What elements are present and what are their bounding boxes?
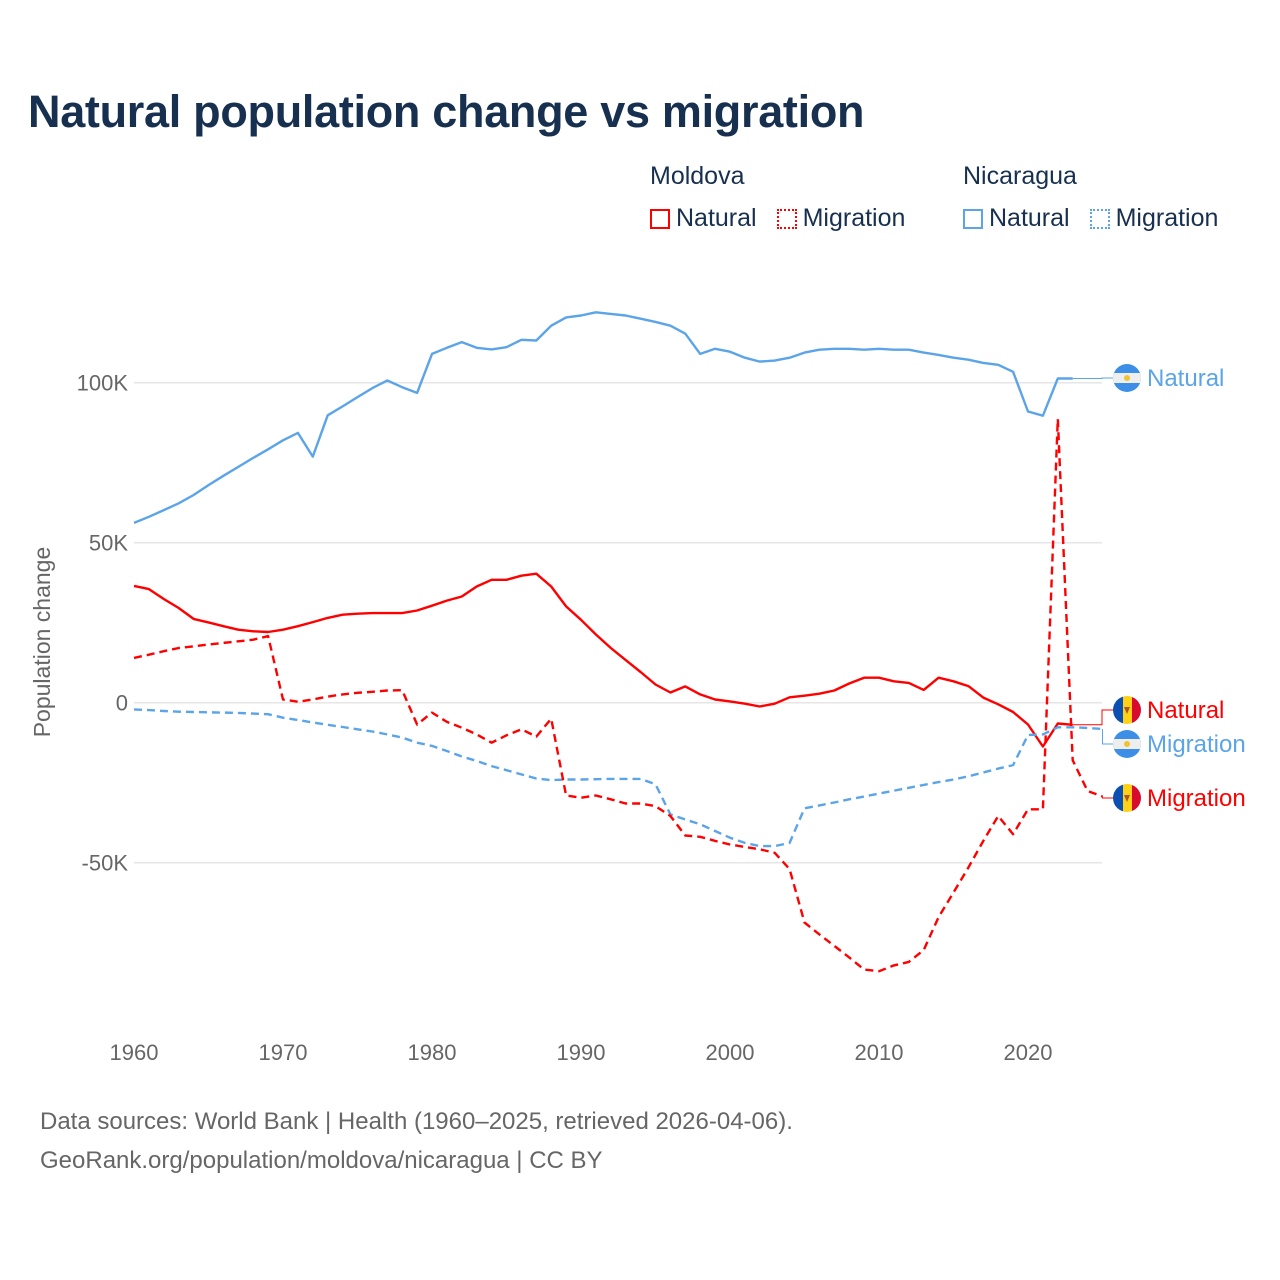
- y-tick-label: -50K: [82, 851, 129, 876]
- moldova-natural-line[interactable]: [133, 572, 1073, 748]
- legend-item-moldova-migration[interactable]: Migration: [776, 204, 906, 233]
- nicaragua-natural-line[interactable]: [133, 311, 1073, 525]
- nicaragua-natural-end-label: Natural: [1147, 365, 1224, 392]
- x-tick-label: 1990: [557, 1040, 606, 1065]
- legend-item-nicaragua-natural[interactable]: Natural: [963, 204, 1070, 233]
- moldova-migration-end-label: Migration: [1147, 785, 1246, 812]
- nicaragua-flag-icon: [1113, 730, 1141, 758]
- dotted-swatch-icon: [776, 208, 797, 229]
- x-tick-label: 2000: [706, 1040, 755, 1065]
- x-tick-label: 1980: [408, 1040, 457, 1065]
- legend-label: Natural: [989, 204, 1070, 232]
- nicaragua-flag-icon: [1113, 364, 1141, 392]
- footer-link[interactable]: GeoRank.org/population/moldova/nicaragua…: [40, 1147, 603, 1174]
- x-tick-label: 1960: [110, 1040, 159, 1065]
- moldova-natural-connector: [1072, 709, 1113, 726]
- chart-title: Natural population change vs migration: [28, 86, 865, 137]
- solid-swatch-icon: [963, 208, 983, 229]
- y-tick-label: 100K: [77, 371, 129, 396]
- solid-swatch-icon: [650, 208, 670, 229]
- y-axis-label: Population change: [29, 547, 55, 738]
- x-tick-label: 1970: [259, 1040, 308, 1065]
- moldova-natural-end-label: Natural: [1147, 697, 1224, 724]
- footer-sources: Data sources: World Bank | Health (1960–…: [40, 1108, 793, 1135]
- moldova-flag-icon: [1113, 784, 1141, 812]
- legend-moldova: Moldova Natural Migration: [650, 162, 925, 233]
- x-tick-label: 2020: [1004, 1040, 1053, 1065]
- y-tick-label: 50K: [89, 531, 128, 556]
- legend-country-nicaragua: Nicaragua: [963, 162, 1077, 190]
- y-tick-label: 0: [116, 691, 128, 716]
- nicaragua-migration-connector: [1102, 728, 1113, 745]
- nicaragua-natural-connector: [1072, 377, 1113, 380]
- nicaragua-migration-line[interactable]: [133, 708, 1103, 848]
- legend-country-moldova: Moldova: [650, 162, 745, 190]
- legend-label: Natural: [676, 204, 757, 232]
- nicaragua-migration-end-label: Migration: [1147, 731, 1246, 758]
- legend-label: Migration: [802, 204, 906, 232]
- legend-nicaragua: Nicaragua Natural Migration: [963, 162, 1238, 233]
- moldova-flag-icon: [1113, 696, 1141, 724]
- dotted-swatch-icon: [1089, 208, 1110, 229]
- moldova-migration-connector: [1102, 796, 1113, 799]
- legend-item-nicaragua-migration[interactable]: Migration: [1089, 204, 1219, 233]
- legend-label: Migration: [1115, 204, 1219, 232]
- x-tick-label: 2010: [855, 1040, 904, 1065]
- moldova-migration-line[interactable]: [133, 417, 1103, 973]
- legend-item-moldova-natural[interactable]: Natural: [650, 204, 757, 233]
